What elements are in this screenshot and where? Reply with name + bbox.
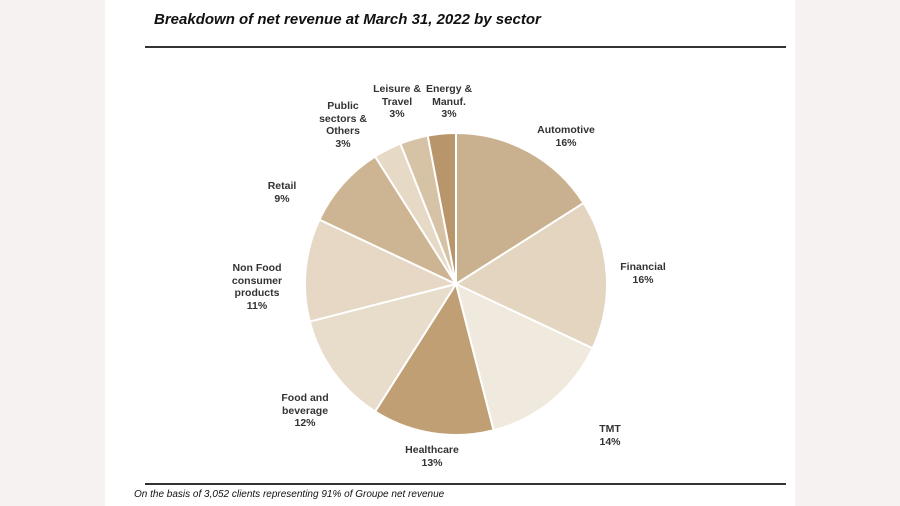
slice-label: Financial 16% [620,261,666,286]
slice-label: Non Food consumer products 11% [232,262,282,312]
slice-value: 12% [294,417,316,429]
slice-name: TMT [599,423,621,435]
slice-name: Retail [267,180,297,192]
slice-value: 16% [632,273,654,286]
pie-slice-6 [318,155,459,287]
slice-value: 9% [274,192,290,205]
pie-slice-9 [426,131,457,285]
slice-value: 14% [599,435,621,448]
slice-label: Public sectors & Others 3% [319,100,367,150]
slice-name: Non Food consumer products [231,262,283,299]
slice-value: 16% [555,136,577,149]
footnote: On the basis of 3,052 clients representi… [134,489,445,500]
chart-title: Breakdown of net revenue at March 31, 20… [154,11,541,28]
pie-slice-3 [373,281,495,436]
slice-value: 3% [441,108,457,120]
slice-name: Healthcare [405,444,459,456]
slice-name: Leisure & Travel [373,83,421,108]
pie-slice-2 [454,282,594,432]
slice-value: 13% [421,456,443,469]
slice-name: Automotive [537,124,595,136]
slice-label: Food and beverage 12% [281,392,328,430]
top-rule [145,46,786,48]
slice-label: Automotive 16% [537,124,595,149]
pie-slice-4 [308,282,459,413]
slice-label: TMT 14% [599,423,621,448]
slice-label: Leisure & Travel 3% [373,83,421,121]
slice-name: Public sectors & Others [319,100,367,137]
slice-name: Financial [620,261,666,273]
slice-name: Food and beverage [281,392,329,417]
slice-label: Energy & Manuf. 3% [426,83,472,121]
pie-slice-1 [453,201,608,350]
bottom-rule [145,483,786,485]
slice-label: Retail 9% [268,180,297,205]
pie-slice-0 [455,131,585,286]
pie-slice-5 [304,218,459,323]
slice-value: 3% [335,137,351,150]
slice-name: Energy & Manuf. [425,83,473,108]
slice-value: 11% [246,299,268,312]
slice-label: Healthcare 13% [405,444,459,469]
slice-value: 3% [389,108,405,120]
